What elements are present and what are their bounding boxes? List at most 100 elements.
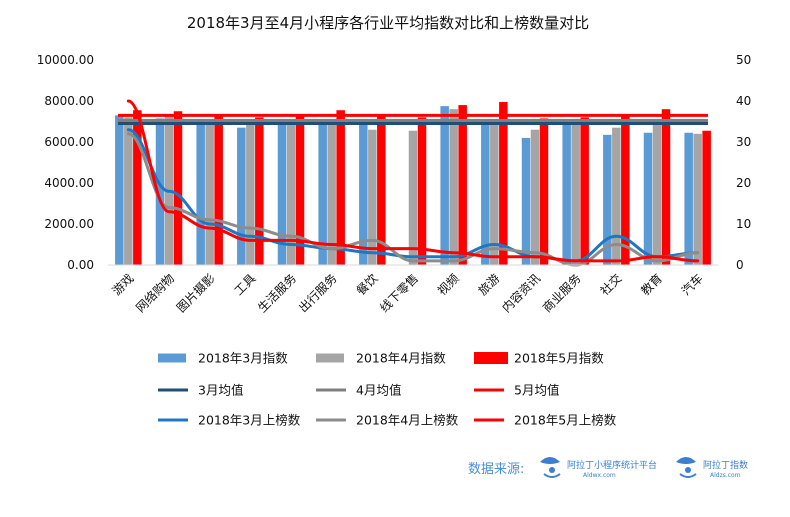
bar [368, 129, 377, 265]
category-label: 视频 [434, 271, 462, 299]
bar [124, 117, 133, 266]
bar-series [115, 102, 711, 266]
bar [702, 130, 711, 265]
bar [612, 127, 621, 266]
category-label: 旅游 [476, 271, 503, 298]
right-tick-label: 10 [736, 217, 751, 231]
legend: 2018年3月指数 2018年4月指数 2018年5月指数 3月均值 4月均值 5月均值 2… [158, 351, 617, 428]
legend-swatch [158, 353, 186, 363]
left-tick-label: 8000.00 [44, 94, 94, 108]
bar [481, 120, 490, 265]
legend-label: 4月均值 [356, 383, 401, 398]
category-label: 工具 [232, 271, 259, 298]
bar [155, 118, 165, 265]
bar [295, 115, 305, 265]
left-tick-label: 10000.00 [37, 53, 94, 67]
bar [684, 132, 693, 265]
category-label: 线下零售 [377, 271, 422, 316]
category-label: 教育 [638, 271, 666, 299]
bar [417, 117, 427, 266]
brand-index-name: 阿拉丁指数 [703, 459, 748, 471]
category-label: 餐饮 [353, 271, 381, 299]
bar [133, 110, 142, 265]
bar [458, 105, 467, 265]
bar [562, 122, 571, 266]
bar [277, 121, 287, 265]
left-tick-label: 6000.00 [44, 135, 94, 149]
brand-platform-name: 阿拉丁小程序统计平台 [567, 459, 657, 471]
left-axis: 0.00 2000.00 4000.00 6000.00 8000.00 10000.00 [37, 53, 94, 272]
average-lines [118, 113, 708, 126]
bar [530, 129, 540, 265]
right-tick-label: 0 [736, 258, 744, 272]
legend-label: 3月均值 [198, 383, 243, 398]
right-tick-label: 30 [736, 135, 751, 149]
category-label: 图片摄影 [173, 271, 218, 316]
bar [449, 109, 458, 265]
right-axis: 0 10 20 30 40 50 [736, 53, 751, 272]
bar [580, 117, 589, 266]
bar [621, 116, 630, 265]
bar [237, 127, 246, 266]
left-tick-label: 0.00 [67, 258, 94, 272]
category-label: 社交 [597, 271, 625, 299]
bar [318, 119, 327, 265]
bar [440, 106, 449, 265]
legend-label: 2018年5月上榜数 [514, 413, 617, 428]
bar [490, 119, 499, 265]
legend-label: 2018年4月上榜数 [356, 413, 459, 428]
category-label: 网络购物 [133, 271, 178, 316]
bar [115, 115, 124, 265]
bar [539, 118, 549, 265]
category-label: 内容资讯 [499, 271, 544, 316]
category-label: 出行服务 [295, 271, 340, 316]
source-label: 数据来源: [468, 462, 524, 477]
aladdin-index-logo-icon [676, 457, 697, 478]
right-tick-label: 40 [736, 94, 751, 108]
chart-title: 2018年3月至4月小程序各行业平均指数对比和上榜数量对比 [187, 14, 589, 32]
left-tick-label: 4000.00 [44, 176, 94, 190]
legend-label: 5月均值 [514, 383, 559, 398]
bar [246, 123, 255, 265]
bar [359, 119, 368, 265]
legend-swatch [474, 352, 508, 364]
bar [336, 110, 345, 265]
line-series [126, 99, 700, 267]
right-tick-label: 20 [736, 176, 751, 190]
bar [571, 122, 580, 266]
bar [214, 115, 223, 265]
category-label: 游戏 [110, 271, 137, 298]
bar [286, 122, 296, 266]
legend-label: 2018年3月指数 [198, 351, 288, 366]
legend-swatch [316, 353, 344, 363]
bar [205, 122, 214, 266]
brand-index-url: Aldzs.com [710, 472, 741, 479]
series-line [126, 132, 700, 267]
bar [652, 122, 662, 266]
series-line [126, 128, 700, 263]
bar [499, 102, 508, 266]
bar [173, 111, 183, 265]
brand-platform-url: Aldwx.com [583, 472, 616, 479]
category-label: 生活服务 [255, 271, 300, 316]
legend-label: 2018年3月上榜数 [198, 413, 301, 428]
series-line [126, 99, 700, 263]
bar [408, 130, 418, 265]
bar [661, 109, 671, 265]
bar [643, 132, 653, 265]
aladdin-logo-icon [540, 457, 561, 478]
bar [196, 123, 205, 265]
legend-label: 2018年4月指数 [356, 351, 446, 366]
bar [255, 117, 264, 266]
legend-label: 2018年5月指数 [514, 351, 604, 366]
bar [164, 114, 174, 265]
bar [693, 133, 702, 265]
bar [327, 120, 336, 265]
category-label: 商业服务 [539, 271, 584, 316]
bar [377, 114, 386, 265]
bar [521, 137, 531, 265]
right-tick-label: 50 [736, 53, 751, 67]
category-label: 汽车 [678, 271, 706, 299]
